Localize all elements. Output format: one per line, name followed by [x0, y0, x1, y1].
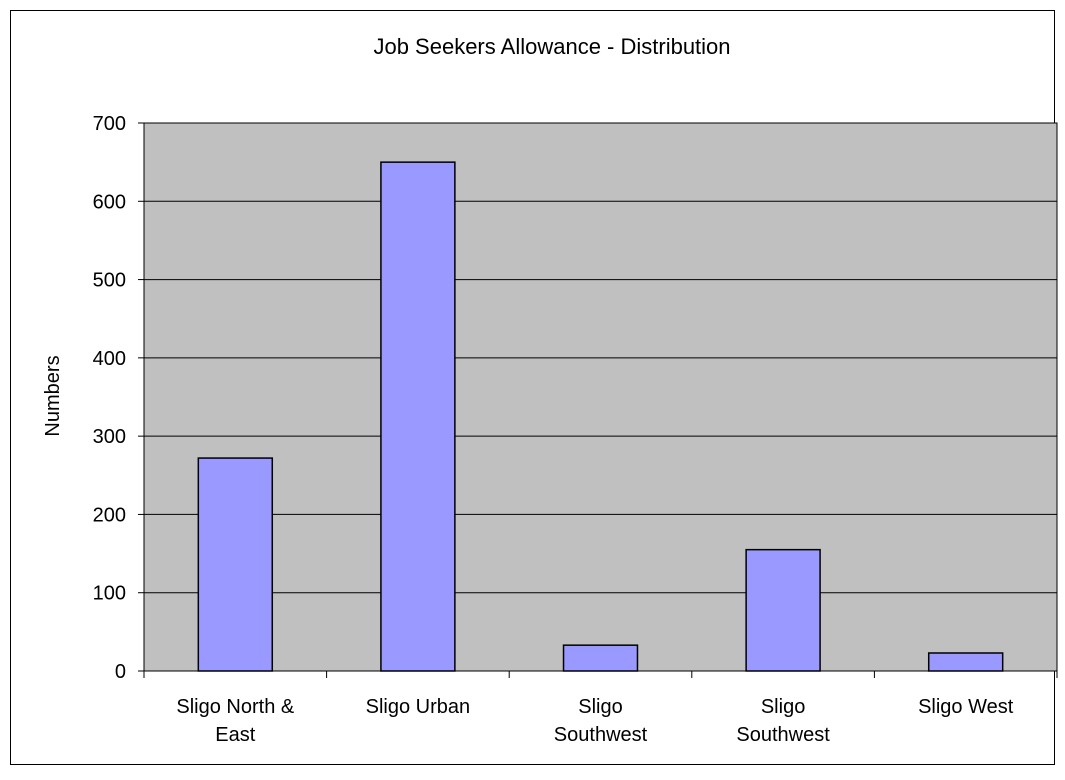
y-tick-label: 600 [93, 191, 126, 213]
gridlines [144, 122, 1057, 594]
bar [197, 457, 274, 672]
x-tick-label: Sligo Urban [366, 696, 471, 718]
bar [562, 644, 639, 672]
bar [745, 548, 821, 672]
y-tick-label: 300 [93, 426, 126, 448]
bars [197, 161, 1004, 672]
chart-title: Job Seekers Allowance - Distribution [373, 34, 730, 59]
x-tick-label: Sligo Southwest [736, 696, 830, 746]
x-tick-label: Sligo Southwest [554, 696, 648, 746]
x-tick-label: Sligo West [918, 696, 1014, 718]
y-tick-label: 500 [93, 270, 126, 292]
y-tick-label: 200 [93, 504, 126, 526]
x-axis: Sligo North & East Sligo Urban Sligo Southwe… [143, 670, 1058, 746]
y-axis-title: Numbers [42, 355, 64, 436]
bar [380, 161, 456, 672]
x-tick-label: Sligo North & East [176, 696, 294, 746]
y-axis: 0 100 200 300 400 500 600 700 [93, 113, 145, 683]
plot-area [143, 122, 1058, 672]
y-tick-label: 400 [93, 348, 126, 370]
y-tick-label: 0 [115, 661, 126, 683]
y-tick-label: 100 [93, 583, 126, 605]
y-tick-label: 700 [93, 113, 126, 135]
bar [927, 652, 1004, 672]
